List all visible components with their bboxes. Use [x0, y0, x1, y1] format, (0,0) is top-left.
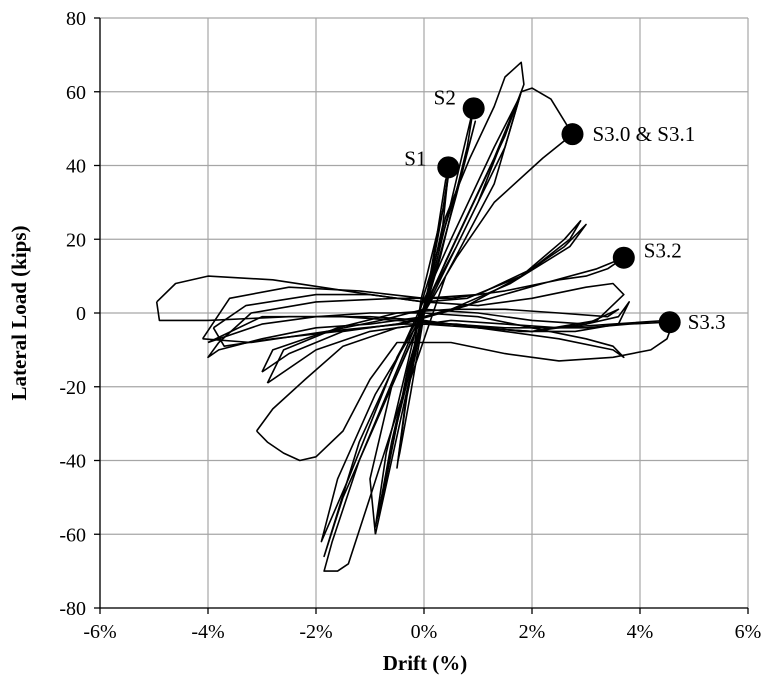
y-tick-label: 0 [76, 303, 86, 325]
hysteresis-loop [266, 308, 620, 384]
marked-point-label: S3.2 [644, 239, 682, 263]
y-tick-label: -80 [59, 598, 86, 620]
y-tick-label: 80 [66, 8, 86, 30]
x-tick-label: 4% [627, 621, 654, 643]
marked-point [437, 156, 460, 179]
marked-point [612, 246, 635, 269]
hysteresis-loop [212, 223, 587, 347]
marked-point [462, 97, 485, 120]
y-tick-label: 60 [66, 82, 86, 104]
y-tick-label: -60 [59, 524, 86, 546]
x-axis-title: Drift (%) [383, 651, 468, 675]
y-tick-label: 20 [66, 229, 86, 251]
x-tick-label: 0% [411, 621, 438, 643]
marked-point [561, 123, 584, 146]
marked-point [658, 311, 681, 334]
x-tick-label: 2% [519, 621, 546, 643]
marked-point-label: S3.0 & S3.1 [593, 122, 696, 146]
marked-points: S1 S2 S3.0 & S3.1 S3.2 S3.3 [404, 85, 725, 334]
marked-point-label: S3.3 [688, 310, 726, 334]
gridlines [99, 17, 749, 609]
hysteresis-loop [207, 312, 625, 359]
hysteresis-loop [207, 256, 625, 359]
x-tick-label: -4% [191, 621, 224, 643]
marked-point-label: S2 [434, 85, 456, 109]
hysteresis-loop [323, 61, 525, 572]
y-tick-label: -20 [59, 377, 86, 399]
hysteresis-loop [261, 301, 630, 373]
hysteresis-loop [413, 319, 668, 329]
marked-point-label: S1 [404, 146, 426, 170]
hysteresis-curves [155, 61, 674, 572]
y-axis-title: Lateral Load (kips) [7, 225, 31, 400]
x-tick-label: 6% [735, 621, 762, 643]
tick-labels: -6% -4% -2% 0% 2% 4% 6% -80 -60 -40 -20 0 20 40 60 80 [59, 8, 761, 643]
x-tick-label: -6% [83, 621, 116, 643]
y-tick-label: -40 [59, 451, 86, 473]
hysteresis-loop [374, 120, 477, 528]
hysteresis-loop [377, 105, 475, 517]
hysteresis-loop [255, 319, 674, 462]
y-tick-label: 40 [66, 156, 86, 178]
axes [94, 17, 749, 614]
x-tick-label: -2% [299, 621, 332, 643]
